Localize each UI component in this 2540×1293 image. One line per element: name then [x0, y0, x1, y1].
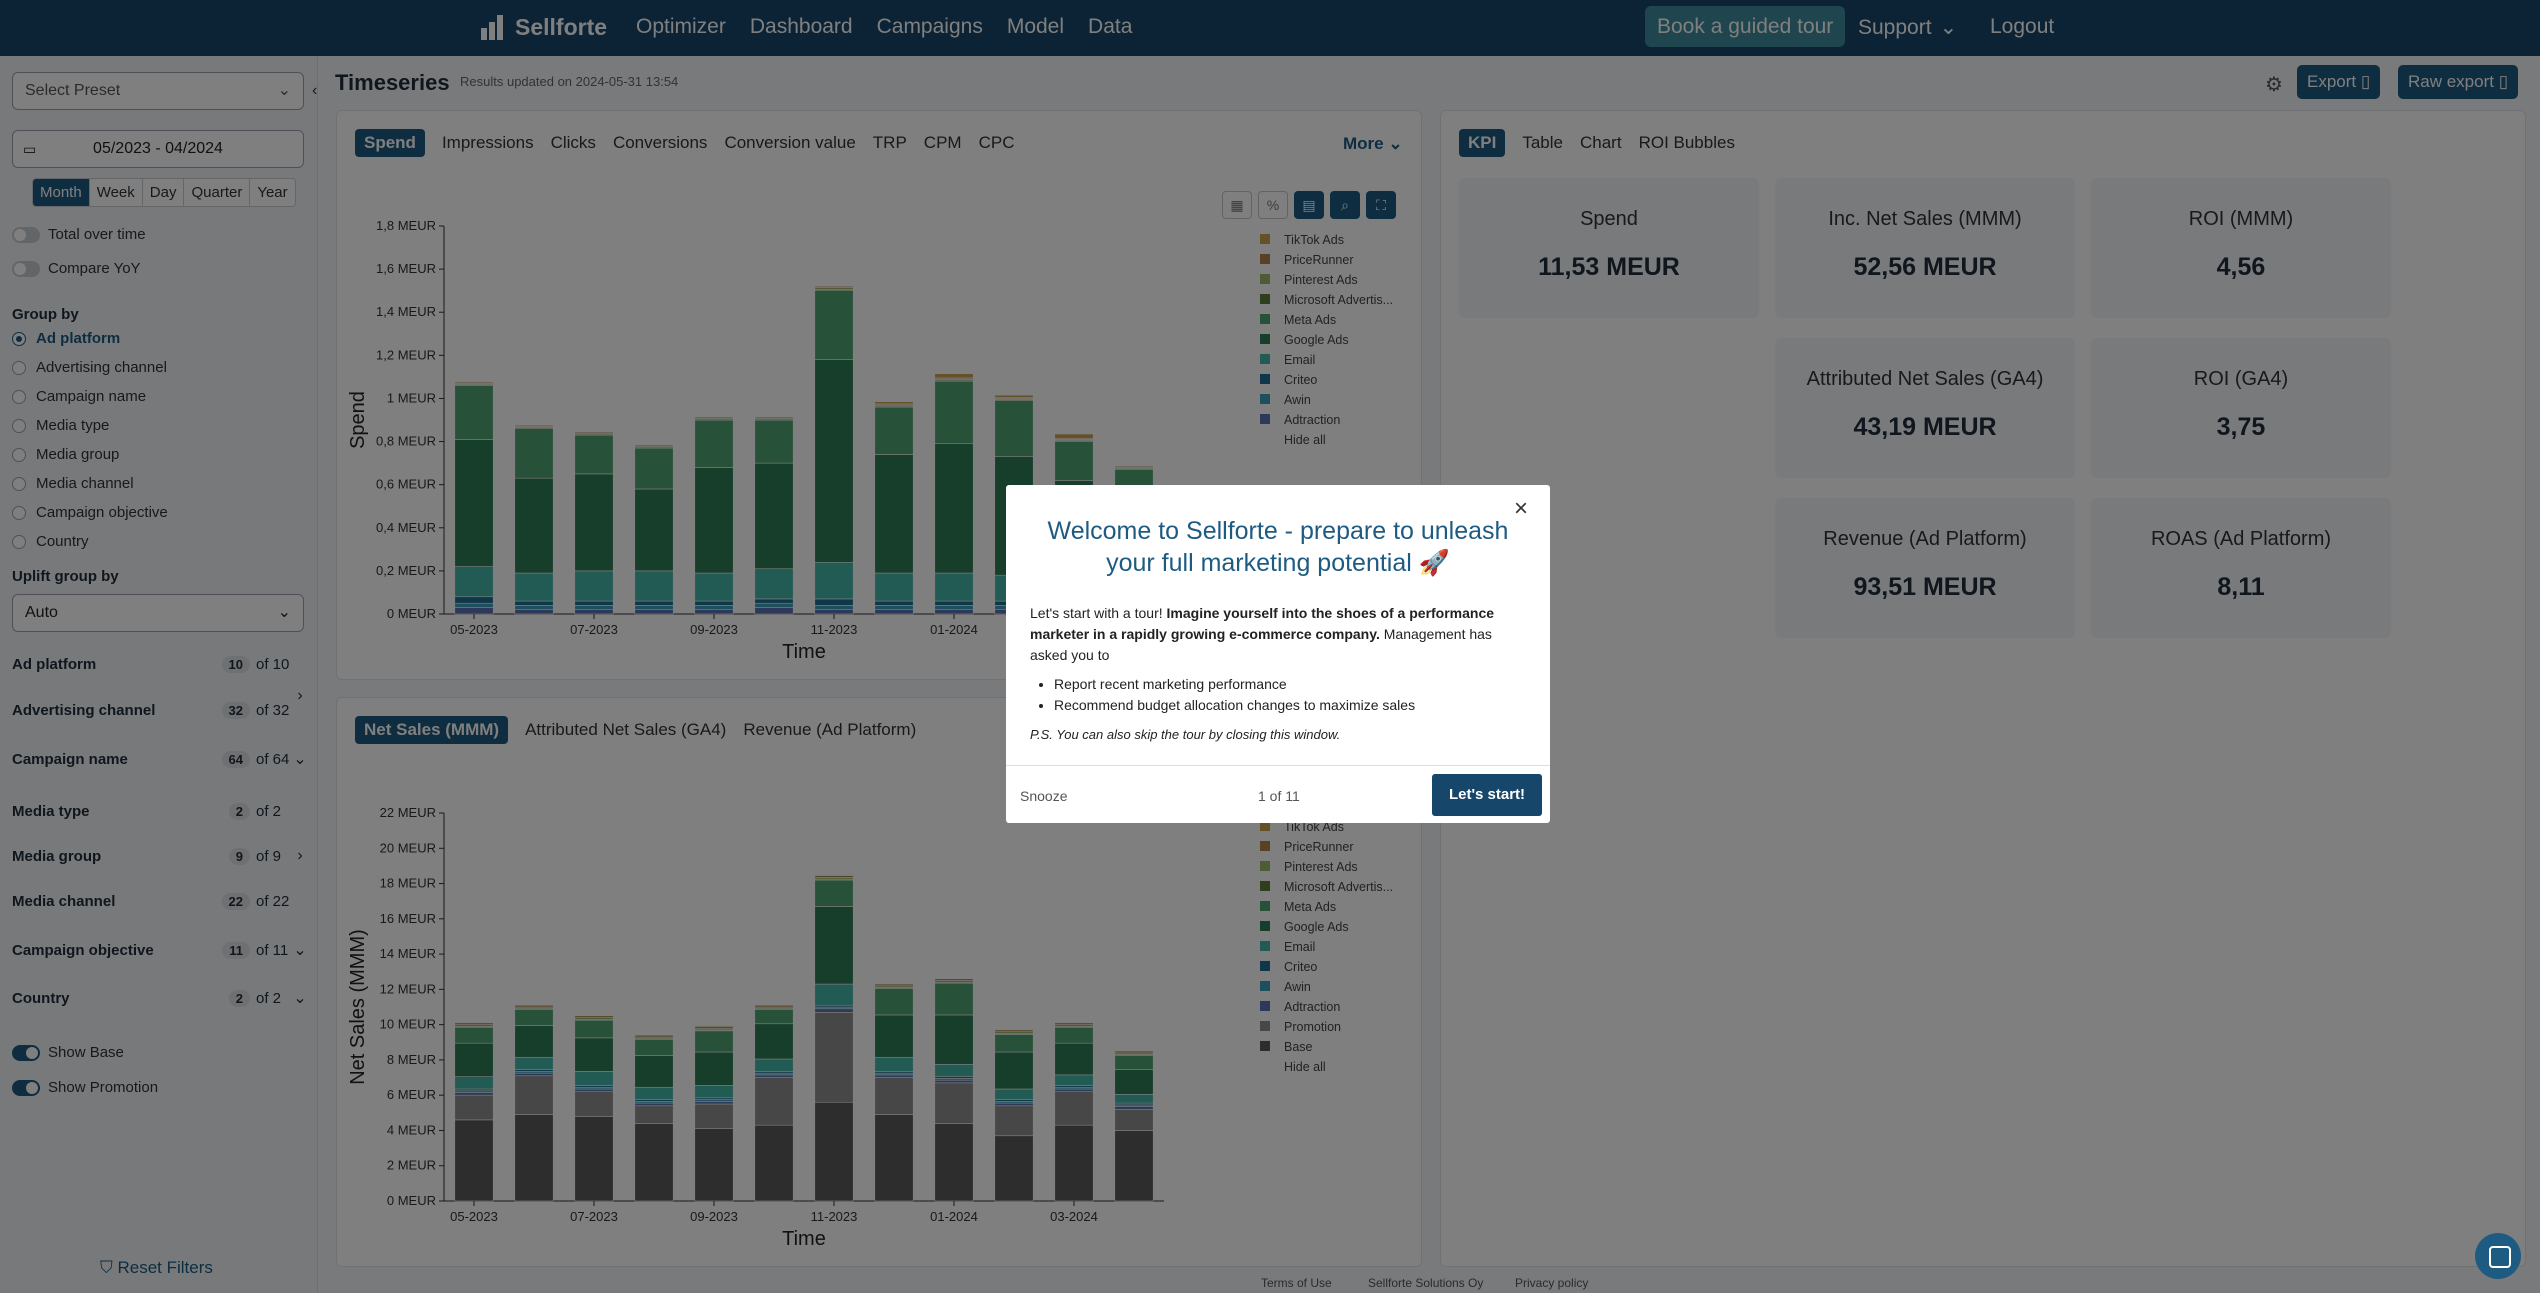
modal-bullets: Report recent marketing performance Reco…	[1054, 674, 1530, 716]
modal-ps: P.S. You can also skip the tour by closi…	[1030, 727, 1341, 742]
intro-tail: Management has asked you to	[1030, 626, 1492, 663]
list-item: Recommend budget allocation changes to m…	[1054, 695, 1530, 716]
modal-footer: Snooze 1 of 11 Let's start!	[1006, 765, 1550, 823]
snooze-button[interactable]: Snooze	[1020, 788, 1068, 804]
intro-bold: Imagine yourself into the shoes of a per…	[1030, 605, 1495, 642]
modal-intro: Let's start with a tour! Imagine yoursel…	[1030, 603, 1530, 666]
list-item: Report recent marketing performance	[1054, 674, 1530, 695]
modal-title: Welcome to Sellforte - prepare to unleas…	[1047, 517, 1509, 577]
modal-body: Let's start with a tour! Imagine yoursel…	[1030, 603, 1530, 745]
welcome-tour-modal: × Welcome to Sellforte - prepare to unle…	[1006, 485, 1550, 823]
lets-start-button[interactable]: Let's start!	[1432, 774, 1542, 816]
intro-text: Let's start with a tour!	[1030, 605, 1167, 621]
tour-progress: 1 of 11	[1258, 788, 1300, 804]
chat-icon[interactable]	[2475, 1233, 2521, 1279]
close-icon[interactable]: ×	[1513, 495, 1528, 522]
